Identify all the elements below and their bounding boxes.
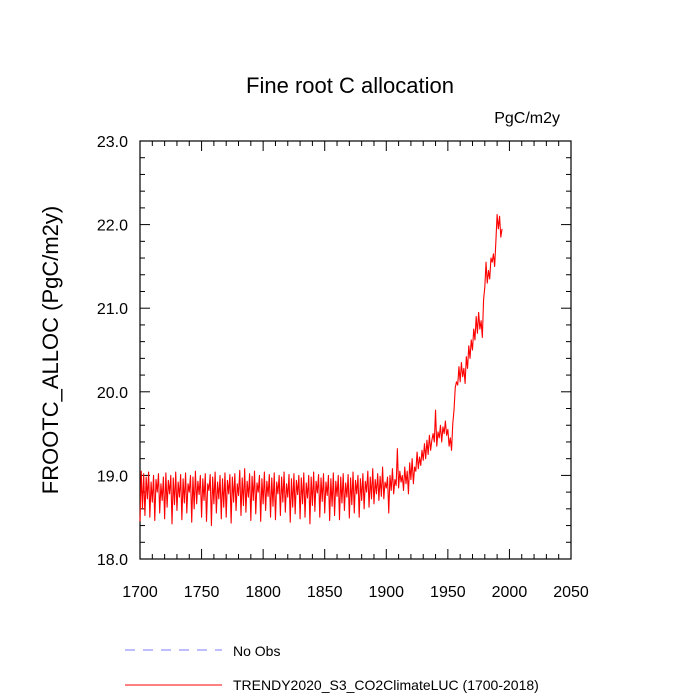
- chart-title: Fine root C allocation: [246, 73, 454, 98]
- x-tick-label: 1800: [245, 584, 281, 601]
- x-tick-label: 1750: [184, 584, 220, 601]
- y-tick-label: 21.0: [97, 301, 128, 318]
- y-tick-label: 23.0: [97, 134, 128, 151]
- legend: No Obs TRENDY2020_S3_CO2ClimateLUC (1700…: [125, 643, 539, 693]
- legend-label-no-obs: No Obs: [233, 643, 280, 659]
- y-tick-label: 19.0: [97, 468, 128, 485]
- x-tick-label: 2050: [553, 584, 589, 601]
- legend-label-trendy: TRENDY2020_S3_CO2ClimateLUC (1700-2018): [233, 677, 539, 693]
- x-tick-label: 1900: [368, 584, 404, 601]
- y-tick-label: 20.0: [97, 385, 128, 402]
- x-tick-label: 1700: [122, 584, 158, 601]
- x-tick-label: 1850: [307, 584, 343, 601]
- plot-area: 1700 1750 1800 1850 1900 1950 2000 2050 18.0 19.0…: [97, 134, 589, 601]
- x-tick-label: 2000: [492, 584, 528, 601]
- y-axis-label: FROOTC_ALLOC (PgC/m2y): [38, 206, 63, 495]
- series-line-1: [139, 214, 503, 527]
- x-tick-label: 1950: [430, 584, 466, 601]
- y-tick-label: 18.0: [97, 552, 128, 569]
- units-label: PgC/m2y: [494, 110, 560, 127]
- plot-frame: [139, 140, 572, 560]
- y-tick-label: 22.0: [97, 218, 128, 235]
